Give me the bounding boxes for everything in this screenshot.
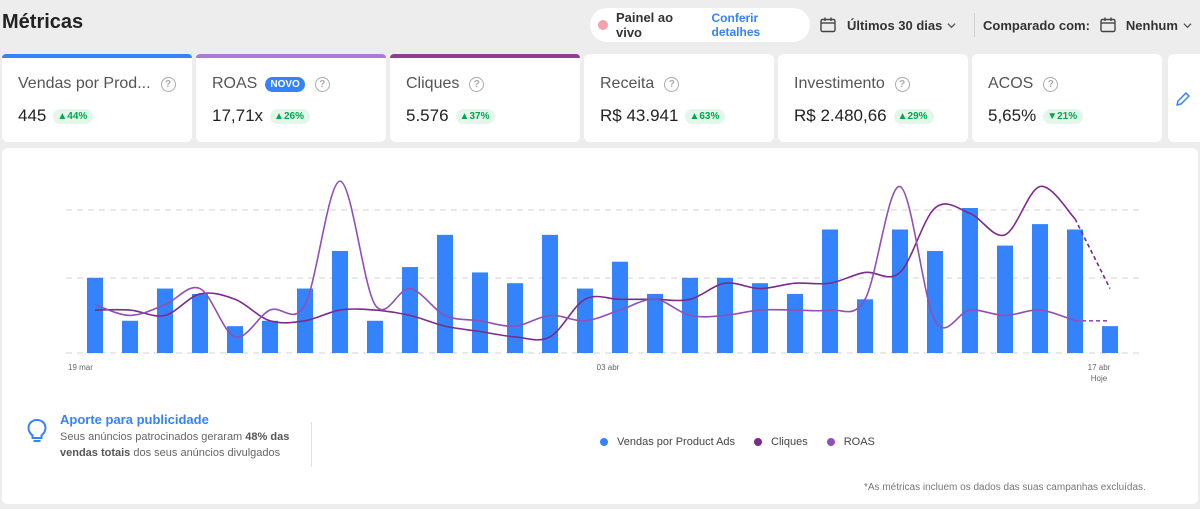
bar bbox=[192, 293, 208, 353]
period-selector[interactable]: Últimos 30 dias bbox=[820, 10, 956, 40]
x-tick-label: 03 abr bbox=[597, 363, 620, 372]
bar bbox=[507, 283, 523, 353]
card-accent-bar bbox=[2, 54, 192, 58]
card-label: ACOS bbox=[988, 75, 1034, 92]
bar bbox=[122, 320, 138, 353]
view-details-link[interactable]: Conferir detalhes bbox=[711, 11, 761, 39]
bar bbox=[647, 293, 663, 353]
ad-contribution-tip: Aporte para publicidade Seus anúncios pa… bbox=[26, 412, 295, 461]
edit-metrics-card[interactable] bbox=[1168, 54, 1200, 142]
help-icon[interactable]: ? bbox=[664, 76, 680, 92]
pencil-icon[interactable] bbox=[1175, 91, 1191, 107]
header-divider bbox=[974, 13, 975, 37]
card-label: Investimento bbox=[794, 75, 885, 92]
bar bbox=[962, 208, 978, 353]
lightbulb-icon bbox=[27, 418, 47, 442]
calendar-icon bbox=[1100, 17, 1116, 33]
compare-value: Nenhum bbox=[1125, 17, 1178, 33]
help-icon[interactable]: ? bbox=[894, 76, 910, 92]
card-label: ROAS bbox=[212, 75, 258, 92]
delta-badge: ▲26% bbox=[270, 108, 310, 124]
legend-item-vendas[interactable]: Vendas por Product Ads bbox=[600, 436, 735, 448]
live-panel-pill[interactable]: Painel ao vivo Conferir detalhes bbox=[590, 8, 810, 42]
delta-badge: ▲37% bbox=[455, 108, 496, 124]
new-badge: NOVO bbox=[265, 76, 305, 92]
bar bbox=[332, 250, 348, 353]
period-label: Últimos 30 dias bbox=[847, 17, 943, 33]
metric-card-vendas[interactable]: Vendas por Prod...? 445 ▲44% bbox=[2, 54, 192, 142]
metric-card-acos[interactable]: ACOS? 5,65% ▼21% bbox=[972, 54, 1162, 142]
help-icon[interactable]: ? bbox=[314, 76, 330, 92]
series-line bbox=[94, 180, 1076, 338]
bar bbox=[787, 293, 803, 353]
live-status-dot bbox=[598, 20, 608, 30]
bar bbox=[1067, 229, 1083, 353]
legend-item-roas[interactable]: ROAS bbox=[826, 436, 875, 448]
bar bbox=[612, 261, 628, 353]
chart-legend: Vendas por Product Ads Cliques ROAS bbox=[600, 436, 894, 448]
card-value: 5.576 bbox=[406, 106, 449, 125]
tip-title: Aporte para publicidade bbox=[60, 412, 209, 427]
bar bbox=[857, 299, 873, 353]
x-tick-label: Hoje bbox=[1091, 374, 1108, 383]
bar bbox=[1032, 224, 1048, 353]
bar bbox=[892, 229, 908, 353]
x-tick-label: 19 mar bbox=[68, 363, 93, 372]
card-value: 17,71x bbox=[212, 106, 264, 125]
card-label: Receita bbox=[600, 75, 655, 92]
compare-selector[interactable]: Comparado com: Nenhum bbox=[983, 10, 1192, 40]
tip-divider bbox=[311, 422, 312, 467]
delta-badge: ▼21% bbox=[1043, 108, 1084, 124]
card-value: 5,65% bbox=[988, 106, 1037, 125]
legend-item-cliques[interactable]: Cliques bbox=[754, 436, 808, 448]
bar bbox=[262, 320, 278, 353]
legend-dot bbox=[826, 438, 835, 446]
help-icon[interactable]: ? bbox=[1043, 76, 1059, 92]
bar bbox=[1102, 326, 1118, 353]
series-line-projection bbox=[1074, 218, 1111, 289]
bar bbox=[542, 234, 558, 353]
metric-card-roas[interactable]: ROAS NOVO? 17,71x ▲26% bbox=[196, 54, 386, 142]
delta-badge: ▲29% bbox=[893, 108, 934, 124]
card-value: 445 bbox=[18, 106, 47, 125]
calendar-icon bbox=[820, 17, 836, 33]
card-value: R$ 43.941 bbox=[600, 106, 679, 125]
footnote: *As métricas incluem os dados das suas c… bbox=[864, 482, 1146, 493]
help-icon[interactable]: ? bbox=[469, 76, 485, 92]
card-accent-bar bbox=[196, 54, 386, 58]
compare-label: Comparado com: bbox=[983, 17, 1090, 33]
card-value: R$ 2.480,66 bbox=[794, 106, 887, 125]
bar bbox=[437, 234, 453, 353]
page-title: Métricas bbox=[2, 11, 84, 33]
card-label: Vendas por Prod... bbox=[18, 75, 151, 92]
bar bbox=[927, 250, 943, 353]
bar bbox=[752, 283, 768, 353]
chevron-down-icon bbox=[1183, 22, 1192, 28]
delta-badge: ▲63% bbox=[685, 108, 726, 124]
bar bbox=[367, 320, 383, 353]
bar bbox=[472, 272, 488, 353]
chart-panel: 19 mar 03 abr 17 abr Hoje Aporte para publi… bbox=[2, 148, 1198, 504]
legend-dot bbox=[754, 438, 763, 446]
bar bbox=[227, 326, 243, 353]
metrics-chart: 19 mar 03 abr 17 abr Hoje bbox=[66, 180, 1140, 383]
help-icon[interactable]: ? bbox=[160, 76, 176, 92]
tip-text: Seus anúncios patrocinados geraram 48% d… bbox=[60, 431, 290, 459]
bar bbox=[402, 267, 418, 353]
delta-badge: ▲44% bbox=[53, 108, 94, 124]
bar bbox=[822, 229, 838, 353]
chevron-down-icon bbox=[947, 22, 956, 28]
metric-card-receita[interactable]: Receita? R$ 43.941 ▲63% bbox=[584, 54, 774, 142]
bar bbox=[87, 277, 103, 353]
x-tick-label: 17 abr bbox=[1088, 363, 1111, 372]
metric-card-cliques[interactable]: Cliques? 5.576 ▲37% bbox=[390, 54, 580, 142]
bar bbox=[997, 245, 1013, 353]
bar bbox=[157, 288, 173, 353]
card-label: Cliques bbox=[406, 75, 460, 92]
card-accent-bar bbox=[390, 54, 580, 58]
live-panel-label: Painel ao vivo bbox=[615, 10, 674, 40]
legend-dot bbox=[600, 438, 608, 446]
metric-card-investimento[interactable]: Investimento? R$ 2.480,66 ▲29% bbox=[778, 54, 968, 142]
